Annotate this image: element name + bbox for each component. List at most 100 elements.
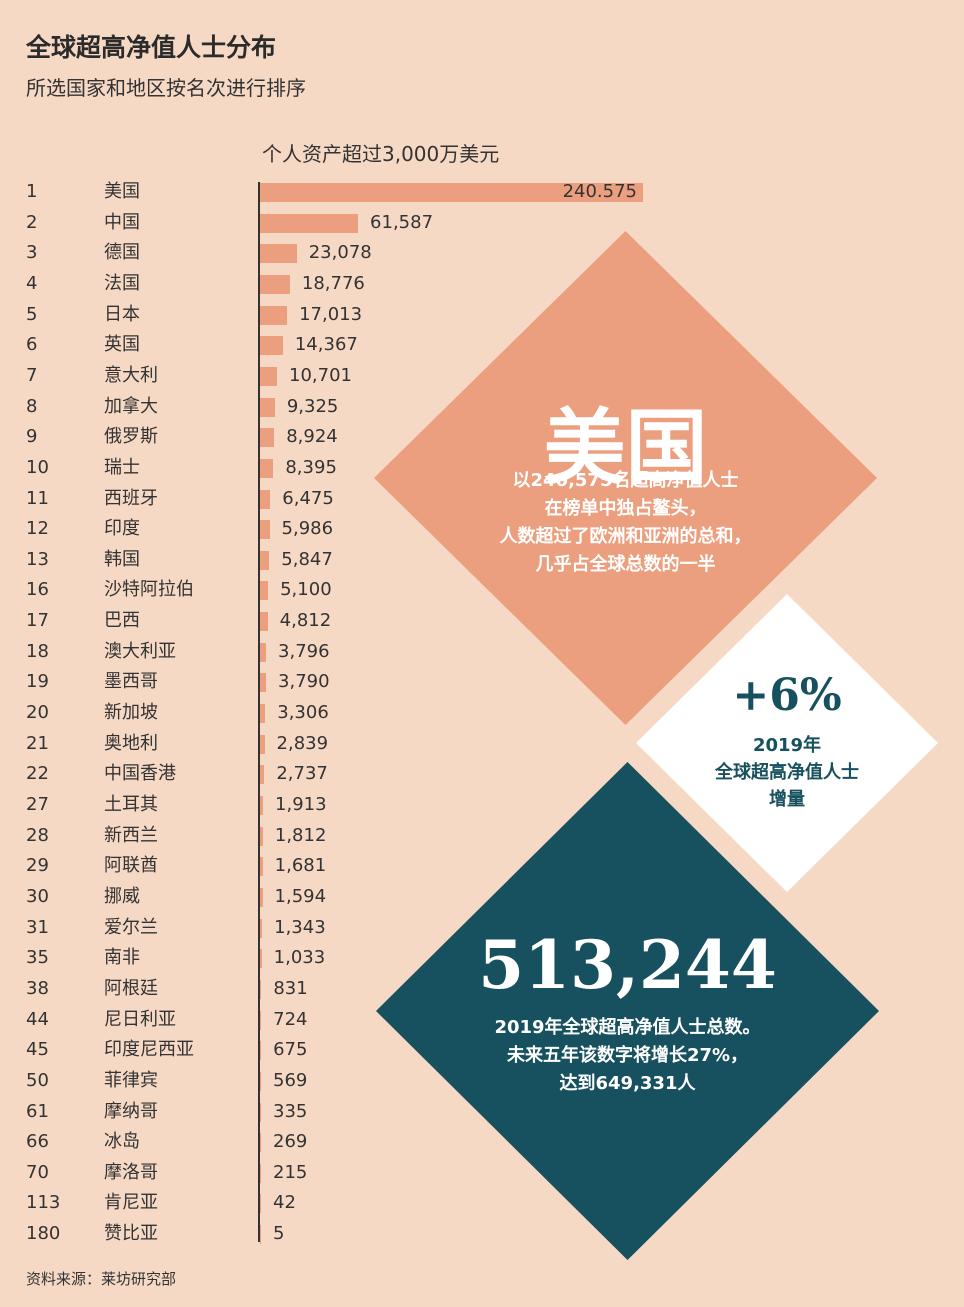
total-headline: 513,244 xyxy=(478,926,777,1004)
series-label: 个人资产超过3,000万美元 xyxy=(262,142,500,166)
rank-label: 9 xyxy=(26,426,38,448)
country-label: 印度 xyxy=(104,518,140,540)
total-callout: 513,244 2019年全球超高净值人士总数。 未来五年该数字将增长27%， … xyxy=(376,762,879,1260)
country-label: 德国 xyxy=(104,242,140,264)
growth-headline: +6% xyxy=(732,670,842,721)
data-label: 5 xyxy=(273,1223,285,1245)
data-label: 8,924 xyxy=(286,426,338,448)
rank-label: 45 xyxy=(26,1039,49,1061)
country-label: 澳大利亚 xyxy=(104,640,176,662)
table-row: 31 爱尔兰 1,343 xyxy=(0,913,700,943)
table-row: 70 摩洛哥 215 xyxy=(0,1158,700,1188)
bar xyxy=(260,949,262,969)
country-label: 新西兰 xyxy=(104,824,158,846)
country-label: 瑞士 xyxy=(104,456,140,478)
source-note: 资料来源：莱坊研究部 xyxy=(26,1270,177,1288)
data-label: 10,701 xyxy=(289,364,353,386)
rank-label: 66 xyxy=(26,1131,49,1153)
country-label: 美国 xyxy=(104,181,140,202)
bar xyxy=(260,857,263,877)
table-row: 28 新西兰 1,812 xyxy=(0,821,700,851)
rank-label: 12 xyxy=(26,518,49,540)
bar xyxy=(260,397,275,417)
table-row: 35 南非 1,033 xyxy=(0,943,700,973)
data-label: 5,100 xyxy=(280,579,332,601)
data-label: 724 xyxy=(273,1008,308,1030)
data-label: 1,913 xyxy=(275,794,327,815)
table-row: 19 墨西哥 3,790 xyxy=(0,667,700,697)
bar xyxy=(260,642,267,662)
chart-axis-line xyxy=(258,182,260,1242)
bar xyxy=(260,366,278,386)
rank-label: 7 xyxy=(26,364,38,386)
table-row: 2 中国 61,587 xyxy=(0,208,700,238)
country-label: 阿联酋 xyxy=(104,855,158,877)
rank-label: 21 xyxy=(26,732,49,754)
country-label: 冰岛 xyxy=(104,1131,140,1153)
rank-label: 4 xyxy=(26,272,38,294)
table-row: 45 印度尼西亚 675 xyxy=(0,1035,700,1065)
rank-label: 35 xyxy=(26,947,49,969)
growth-text-line: 全球超高净值人士 xyxy=(715,762,859,783)
bar xyxy=(260,1133,261,1153)
bar xyxy=(260,887,263,907)
bar xyxy=(260,244,297,264)
chart-title: 全球超高净值人士分布 xyxy=(26,33,277,62)
bar xyxy=(260,734,265,754)
growth-callout: +6% 2019年 全球超高净值人士 增量 xyxy=(636,594,938,892)
country-label: 日本 xyxy=(104,303,140,325)
table-row: 180 赞比亚 5 xyxy=(0,1219,700,1249)
bar xyxy=(260,428,275,448)
data-label: 17,013 xyxy=(299,303,363,325)
country-label: 新加坡 xyxy=(104,702,158,724)
rank-label: 18 xyxy=(26,640,49,662)
country-label: 英国 xyxy=(104,334,140,356)
data-label: 240.575 xyxy=(562,181,637,202)
table-row: 13 韩国 5,847 xyxy=(0,545,700,575)
data-label: 569 xyxy=(273,1069,308,1091)
table-row: 12 印度 5,986 xyxy=(0,514,700,544)
rank-label: 5 xyxy=(26,303,38,325)
table-row: 11 西班牙 6,475 xyxy=(0,484,700,514)
table-row: 29 阿联酋 1,681 xyxy=(0,851,700,881)
data-label: 6,475 xyxy=(282,487,334,509)
country-label: 赞比亚 xyxy=(104,1223,158,1245)
data-label: 18,776 xyxy=(301,272,365,294)
rank-label: 180 xyxy=(26,1223,61,1245)
table-row: 1 美国 240.575 xyxy=(0,177,700,207)
table-row: 7 意大利 10,701 xyxy=(0,361,700,391)
bar xyxy=(260,336,283,356)
data-label: 2,839 xyxy=(276,732,329,754)
data-label: 14,367 xyxy=(294,334,358,356)
rank-label: 16 xyxy=(26,579,49,601)
table-row: 16 沙特阿拉伯 5,100 xyxy=(0,575,700,605)
table-row: 10 瑞士 8,395 xyxy=(0,453,700,483)
data-label: 335 xyxy=(273,1100,308,1122)
data-label: 1,812 xyxy=(274,824,327,846)
bar xyxy=(260,274,290,294)
table-row: 17 巴西 4,812 xyxy=(0,606,700,636)
bar xyxy=(260,1041,262,1061)
table-row: 50 菲律宾 569 xyxy=(0,1066,700,1096)
bar xyxy=(260,1194,261,1214)
rank-label: 20 xyxy=(26,702,49,724)
country-label: 摩洛哥 xyxy=(104,1161,158,1183)
rank-label: 2 xyxy=(26,211,38,233)
country-label: 摩纳哥 xyxy=(104,1100,158,1122)
table-row: 30 挪威 1,594 xyxy=(0,882,700,912)
table-row: 44 尼日利亚 724 xyxy=(0,1005,700,1035)
rank-label: 27 xyxy=(26,794,49,815)
rank-label: 61 xyxy=(26,1100,49,1122)
country-label: 爱尔兰 xyxy=(104,916,158,938)
rank-label: 22 xyxy=(26,763,49,785)
table-row: 18 澳大利亚 3,796 xyxy=(0,637,700,667)
total-text-line: 达到649,331人 xyxy=(559,1073,696,1094)
country-label: 墨西哥 xyxy=(104,671,158,693)
table-row: 8 加拿大 9,325 xyxy=(0,392,700,422)
bar xyxy=(260,918,263,938)
table-row: 38 阿根廷 831 xyxy=(0,974,700,1004)
rank-label: 3 xyxy=(26,242,38,264)
usa-text-line: 人数超过了欧洲和亚洲的总和， xyxy=(499,526,752,547)
data-label: 1,343 xyxy=(274,916,326,938)
